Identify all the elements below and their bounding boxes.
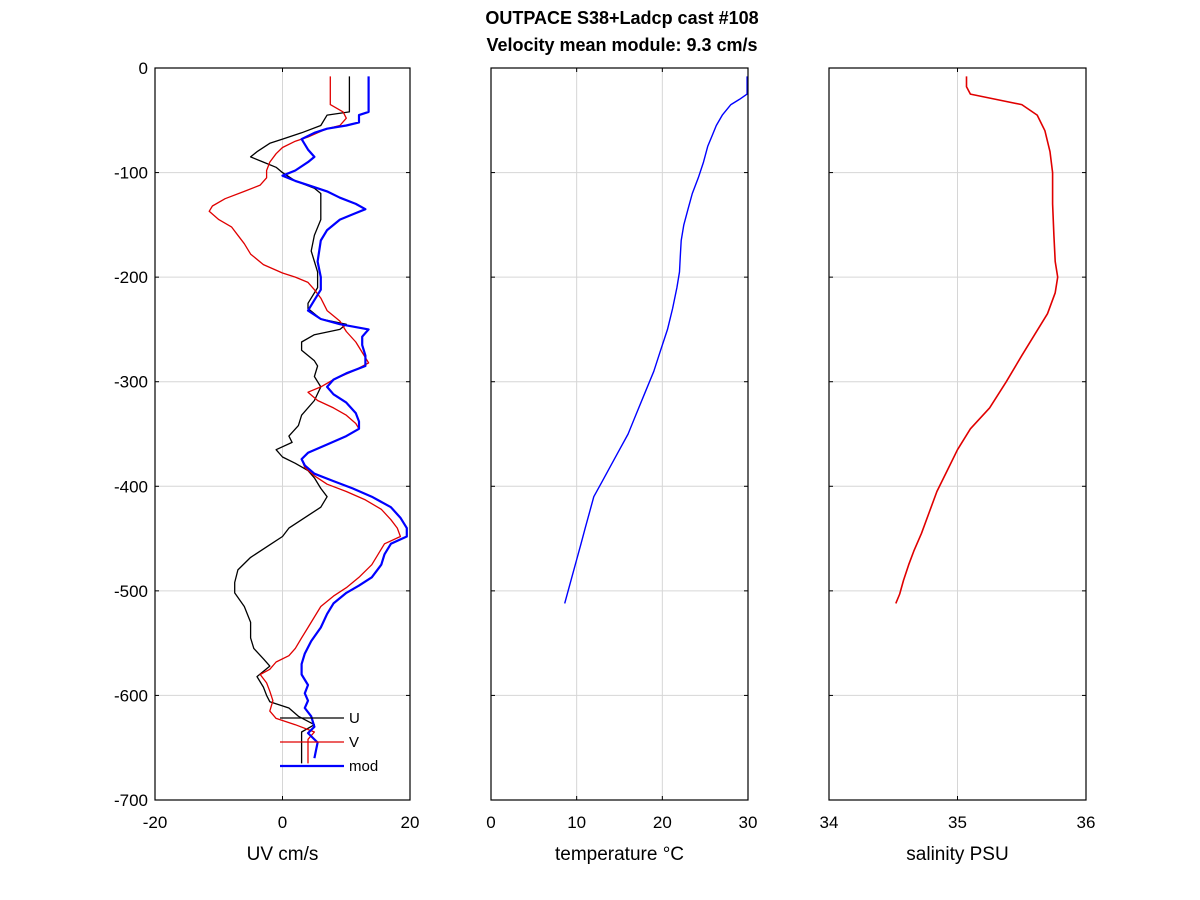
salinity-profile-line (895, 76, 1059, 604)
series-mod-line (281, 76, 408, 759)
uv-ytick-label: 0 (139, 59, 148, 78)
temperature-axes-box (490, 67, 749, 801)
salinity-x-axis-label: salinity PSU (906, 844, 1008, 865)
legend-label-v: V (349, 734, 359, 751)
salinity-xtick-label: 34 (820, 813, 839, 832)
uv-ytick-label: -400 (114, 477, 148, 496)
uv-ytick-label: -200 (114, 268, 148, 287)
salinity-panel: 34 35 36 salinity PSU (820, 67, 1096, 865)
uv-ytick-label: -300 (114, 373, 148, 392)
chart-title-line2: Velocity mean module: 9.3 cm/s (486, 35, 757, 55)
uv-xtick-label: 0 (278, 813, 287, 832)
legend-label-u: U (349, 710, 360, 727)
uv-ytick-label: -700 (114, 791, 148, 810)
temperature-profile-line (564, 76, 748, 604)
legend-label-mod: mod (349, 758, 378, 775)
temperature-xtick-label: 30 (739, 813, 758, 832)
temperature-xtick-label: 10 (567, 813, 586, 832)
uv-ytick-label: -500 (114, 582, 148, 601)
uv-ytick-label: -100 (114, 164, 148, 183)
uv-x-axis-label: UV cm/s (247, 844, 319, 865)
temperature-xtick-label: 0 (486, 813, 495, 832)
uv-xtick-label: -20 (143, 813, 168, 832)
salinity-xtick-label: 35 (948, 813, 967, 832)
chart-title-line1: OUTPACE S38+Ladcp cast #108 (485, 8, 758, 28)
uv-xtick-label: 20 (401, 813, 420, 832)
series-v-line (208, 76, 402, 764)
salinity-xtick-label: 36 (1077, 813, 1096, 832)
temperature-panel: 0 10 20 30 temperature °C (486, 67, 758, 865)
temperature-x-axis-label: temperature °C (555, 844, 684, 865)
temperature-xtick-label: 20 (653, 813, 672, 832)
uv-ytick-label: -600 (114, 686, 148, 705)
